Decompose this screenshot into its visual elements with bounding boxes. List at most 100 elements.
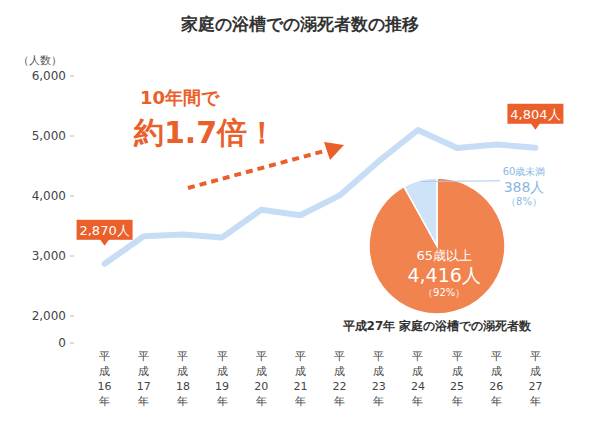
- x-tick-label: 平成 26 年: [489, 350, 503, 408]
- y-tick-mark: [70, 343, 74, 344]
- y-tick-mark: [70, 136, 74, 137]
- x-tick-label: 平成 19 年: [215, 350, 229, 408]
- x-axis: 平成16年平成17年平成18年平成19年平成20年平成21年平成22年平成23年…: [98, 350, 543, 408]
- x-tick-label-part: 成: [530, 365, 541, 378]
- y-axis: 0 2,000 3,000 4,000 5,000 6,000: [32, 69, 74, 350]
- y-tick-mark: [70, 256, 74, 257]
- chart-title: 家庭の浴槽での溺死者数の推移: [180, 14, 419, 34]
- chart-svg: 家庭の浴槽での溺死者数の推移 （人数） 0 2,000 3,000 4,000 5,000 6…: [0, 0, 600, 421]
- y-tick-label: 2,000: [32, 309, 66, 323]
- x-tick-label: 平成 17 年: [137, 350, 151, 408]
- y-tick-label: 5,000: [32, 129, 66, 143]
- x-tick-label-part: 19: [215, 380, 229, 393]
- x-tick-label-part: 26: [489, 380, 503, 393]
- x-tick-label-part: 平: [452, 350, 463, 363]
- pie-title: 平成27年 家庭の浴槽での溺死者数: [342, 319, 533, 333]
- y-tick-mark: [70, 76, 74, 77]
- x-tick-label-part: 平: [138, 350, 149, 363]
- y-tick-label: 4,000: [32, 189, 66, 203]
- x-tick-label: 平成 20 年: [254, 350, 268, 408]
- x-tick-label-part: 年: [452, 395, 463, 408]
- pie-value-label: 388人: [504, 179, 545, 195]
- pie-slice: [369, 178, 505, 314]
- x-tick-label-part: 成: [99, 365, 110, 378]
- y-tick-label: 3,000: [32, 249, 66, 263]
- data-label: 4,804人: [510, 107, 560, 122]
- x-tick-label-part: 平: [530, 350, 541, 363]
- x-tick-label-part: 18: [176, 380, 190, 393]
- pie-share-label: （8%）: [506, 196, 542, 207]
- x-tick-label-part: 平: [334, 350, 345, 363]
- page: {"chart_data": [ {"type": "line", "title…: [0, 0, 600, 421]
- y-tick-label: 0: [58, 336, 66, 350]
- pie: 65歳以上4,416人（92%） 60歳未満 388人（8%）: [369, 166, 545, 314]
- x-tick-label-part: 23: [372, 380, 386, 393]
- y-axis-label: （人数）: [18, 54, 62, 67]
- x-tick-label-part: 年: [256, 395, 267, 408]
- x-tick-label-part: 成: [334, 365, 345, 378]
- x-tick-label-part: 27: [528, 380, 542, 393]
- x-tick-label: 平成 24 年: [411, 350, 425, 408]
- x-tick-label-part: 平: [295, 350, 306, 363]
- x-tick-label-part: 年: [530, 395, 541, 408]
- y-tick-mark: [70, 196, 74, 197]
- x-tick-label-part: 21: [293, 380, 307, 393]
- x-tick-label-part: 年: [491, 395, 502, 408]
- x-tick-label-part: 平: [217, 350, 228, 363]
- x-tick-label-part: 20: [254, 380, 268, 393]
- x-tick-label-part: 24: [411, 380, 425, 393]
- x-tick-label-part: 成: [452, 365, 463, 378]
- x-tick-label-part: 成: [138, 365, 149, 378]
- pie-share-label: （92%）: [423, 287, 465, 298]
- x-tick-label: 平成 23 年: [372, 350, 386, 408]
- arrow-head: [324, 142, 344, 160]
- x-tick-label-part: 成: [256, 365, 267, 378]
- data-label-box: [77, 220, 133, 240]
- data-label-pointer: [530, 123, 540, 130]
- data-label: 2,870人: [79, 223, 129, 238]
- x-tick-label-part: 平: [99, 350, 110, 363]
- pie-category-label: 65歳以上: [416, 248, 472, 263]
- x-tick-label-part: 年: [138, 395, 149, 408]
- y-tick-label: 6,000: [32, 69, 66, 83]
- x-tick-label-part: 成: [373, 365, 384, 378]
- x-tick-label-part: 年: [412, 395, 423, 408]
- x-tick-label-part: 成: [412, 365, 423, 378]
- x-tick-label-part: 年: [217, 395, 228, 408]
- annotation: 10年間で: [140, 87, 220, 108]
- x-tick-label-part: 22: [333, 380, 347, 393]
- x-tick-label: 平成 25 年: [450, 350, 464, 408]
- leader-line: [420, 180, 500, 182]
- pie-category-label: 60歳未満: [503, 166, 546, 177]
- x-tick-label-part: 年: [373, 395, 384, 408]
- x-tick-label-part: 25: [450, 380, 464, 393]
- pie-slice: [404, 178, 437, 246]
- x-tick-label-part: 成: [295, 365, 306, 378]
- x-tick-label: 平成 18 年: [176, 350, 190, 408]
- x-tick-label-part: 成: [177, 365, 188, 378]
- data-label-box: [507, 104, 563, 124]
- chart-root: 家庭の浴槽での溺死者数の推移 （人数） 0 2,000 3,000 4,000 5,000 6…: [0, 0, 600, 421]
- x-tick-label-part: 平: [491, 350, 502, 363]
- pie-value-label: 4,416人: [407, 264, 480, 286]
- x-tick-label-part: 年: [99, 395, 110, 408]
- arrow-shaft: [188, 150, 328, 188]
- x-tick-label-part: 成: [217, 365, 228, 378]
- x-tick-label: 平成 21 年: [293, 350, 307, 408]
- x-tick-label-part: 平: [177, 350, 188, 363]
- data-label-pointer: [100, 239, 110, 246]
- x-tick-label: 平成16年: [98, 350, 112, 408]
- annotation: 約1.7倍！: [133, 115, 277, 150]
- x-tick-label-part: 17: [137, 380, 151, 393]
- x-tick-label-part: 年: [334, 395, 345, 408]
- x-tick-label: 平成 27 年: [528, 350, 542, 408]
- x-tick-label-part: 平: [412, 350, 423, 363]
- x-tick-label: 平成 22 年: [333, 350, 347, 408]
- x-tick-label-part: 年: [177, 395, 188, 408]
- trend-arrow: [188, 142, 344, 188]
- x-tick-label-part: 成: [491, 365, 502, 378]
- x-tick-label-part: 平: [256, 350, 267, 363]
- y-tick-mark: [70, 316, 74, 317]
- x-tick-label-part: 平: [373, 350, 384, 363]
- x-tick-label-part: 年: [295, 395, 306, 408]
